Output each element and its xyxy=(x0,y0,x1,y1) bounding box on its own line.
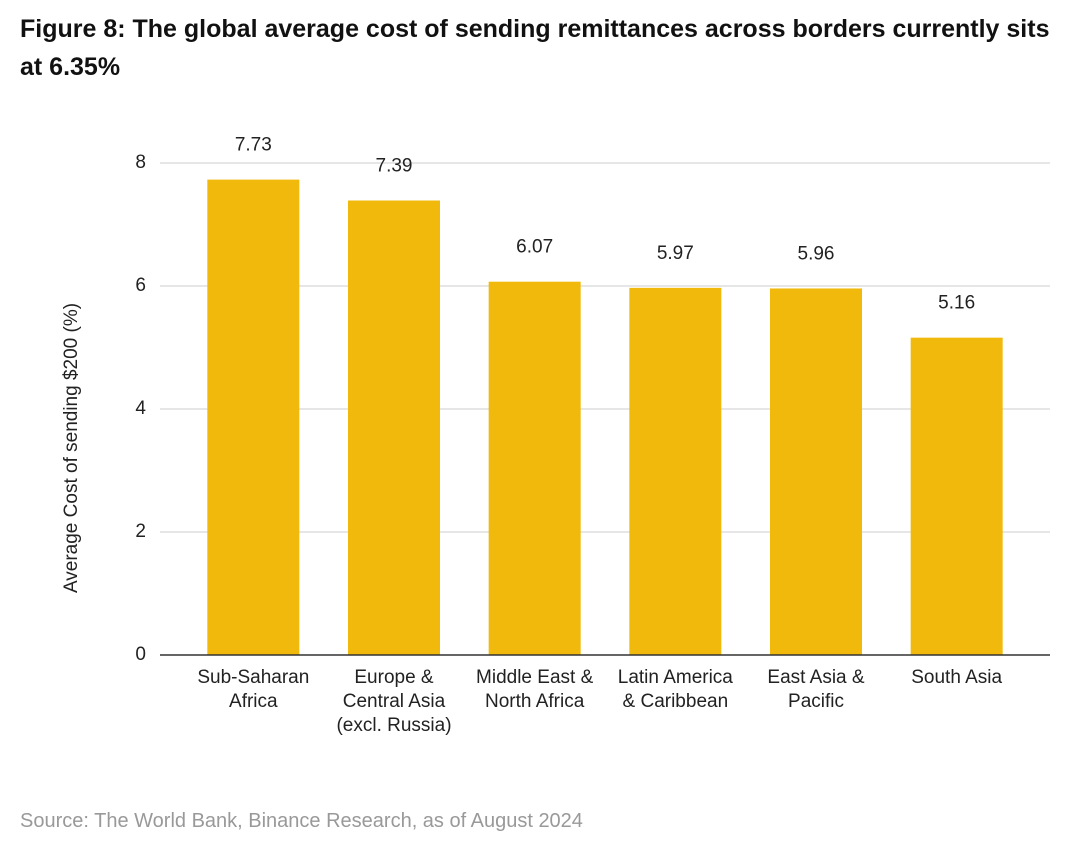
y-tick-label: 0 xyxy=(135,644,146,665)
x-tick-label: Sub-Saharan Africa xyxy=(197,667,310,712)
chart-title: Figure 8: The global average cost of sen… xyxy=(20,15,1050,81)
y-tick-label: 4 xyxy=(135,398,146,419)
y-tick-label: 8 xyxy=(135,152,146,173)
y-axis-label: Average Cost of sending $200 (%) xyxy=(61,303,82,593)
bar xyxy=(207,179,300,656)
value-label: 7.73 xyxy=(235,135,272,156)
y-tick-label: 6 xyxy=(135,275,146,296)
value-label: 5.96 xyxy=(798,243,835,264)
bar xyxy=(348,200,440,655)
bar xyxy=(629,287,722,655)
value-label: 6.07 xyxy=(516,237,553,258)
value-label: 5.97 xyxy=(657,243,694,264)
bar xyxy=(770,288,862,655)
x-tick-label: Europe & Central Asia (excl. Russia) xyxy=(336,667,452,736)
x-tick-label: Middle East & North Africa xyxy=(476,667,594,712)
x-tick-label: East Asia & Pacific xyxy=(767,667,865,712)
value-label: 7.39 xyxy=(376,156,413,177)
x-tick-label: Latin America & Caribbean xyxy=(617,667,733,712)
x-tick-label: South Asia xyxy=(911,667,1003,688)
y-tick-label: 2 xyxy=(135,521,146,542)
source-note: Source: The World Bank, Binance Research… xyxy=(20,810,583,832)
bar xyxy=(910,337,1003,655)
bar xyxy=(488,281,581,655)
value-label: 5.16 xyxy=(938,293,975,314)
